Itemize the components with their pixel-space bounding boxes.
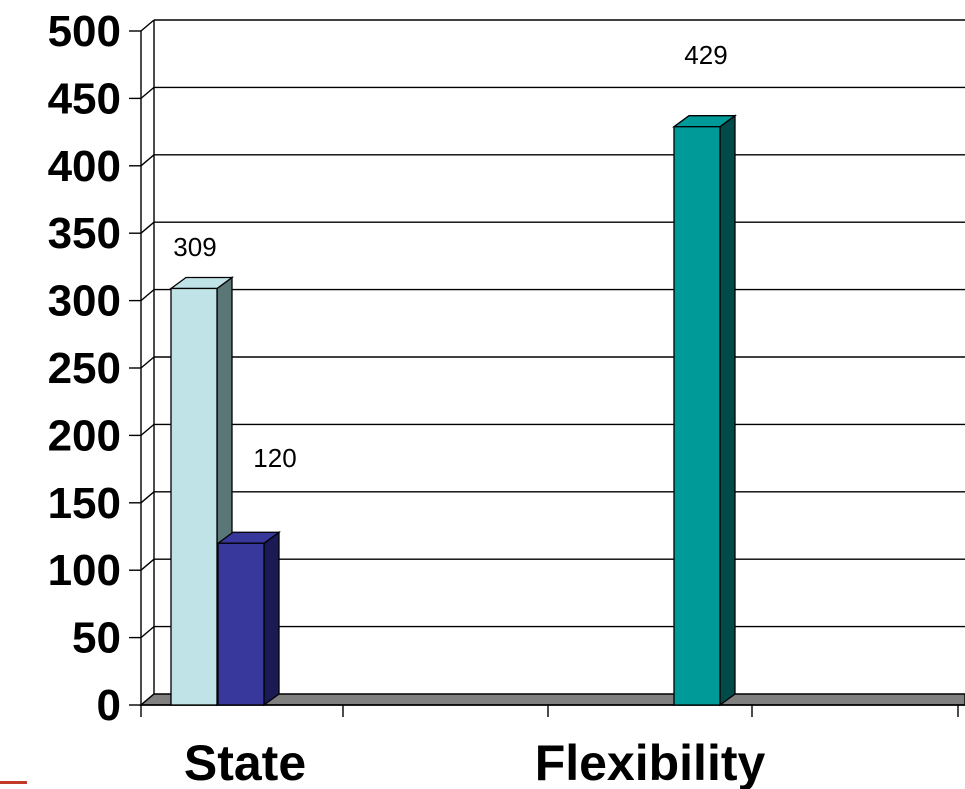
bar-front: [170, 287, 218, 706]
y-tick-labels: 0 50 100 150 200 250 300 350 400 450 500: [48, 7, 121, 730]
bars: [169, 114, 737, 707]
axes: [129, 20, 965, 717]
side-gridline: [140, 423, 155, 436]
y-tick-label: 350: [48, 209, 121, 258]
x-tick-labels: State Flexibility: [184, 735, 766, 789]
y-tick-label: 100: [48, 546, 121, 595]
data-label: 309: [173, 232, 216, 262]
y-tick-label: 500: [48, 7, 121, 56]
data-label: 429: [684, 40, 727, 70]
data-labels: 309 120 429: [173, 40, 727, 473]
side-gridline: [140, 19, 155, 32]
y-tick-label: 250: [48, 344, 121, 393]
bar-front: [217, 542, 265, 706]
side-gridline: [140, 221, 155, 234]
side-gridline: [140, 154, 155, 167]
side-gridline: [140, 491, 155, 504]
gridlines: [140, 19, 965, 706]
side-gridline: [140, 86, 155, 99]
side-gridline: [140, 356, 155, 369]
y-tick-label: 450: [48, 74, 121, 123]
y-tick-label: 200: [48, 411, 121, 460]
bar-side: [263, 530, 280, 707]
data-label: 120: [253, 443, 296, 473]
bar-side: [719, 114, 736, 707]
side-gridline: [140, 626, 155, 639]
x-tick-label: State: [184, 735, 306, 789]
y-tick-label: 400: [48, 142, 121, 191]
bar: [216, 530, 281, 707]
side-gridline: [140, 289, 155, 302]
side-gridline: [140, 558, 155, 571]
y-tick-label: 150: [48, 479, 121, 528]
bar-front: [673, 126, 721, 706]
y-tick-label: 50: [72, 614, 121, 663]
bar: [672, 114, 737, 707]
accent-line: [0, 781, 27, 784]
x-tick-label: Flexibility: [535, 735, 766, 789]
y-tick-label: 300: [48, 277, 121, 326]
y-tick-label: 0: [97, 681, 121, 730]
